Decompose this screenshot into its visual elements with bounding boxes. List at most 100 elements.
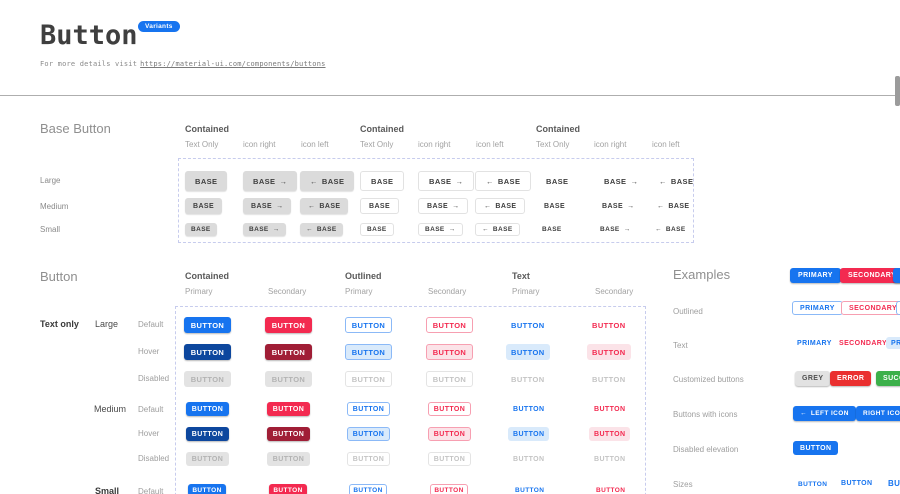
example-size-large-button[interactable]: BUTTON [888,478,900,488]
contained-secondary-button-disabled: BUTTON [265,371,312,387]
base-button[interactable]: BASE → [243,223,286,236]
column-subheader: icon right [594,140,627,149]
example-grey-button[interactable]: GREY [795,371,831,386]
contained-secondary-button-hover[interactable]: BUTTON [267,427,310,441]
material-ui-link[interactable]: https://material-ui.com/components/butto… [140,60,326,68]
example-text-primary-button[interactable]: PRIMARY [797,339,832,347]
example-left-icon-button[interactable]: ← LEFT ICON [793,406,856,421]
example-outlined-secondary-button[interactable]: SECONDARY [841,301,900,315]
text-secondary-button-hover[interactable]: BUTTON [587,344,631,360]
base-button[interactable]: BASE [542,226,562,233]
base-button[interactable]: BASE [185,171,228,191]
arrow-right-icon: → [452,202,460,210]
example-right-icon-button[interactable]: RIGHT ICON→ [856,406,900,421]
base-button[interactable]: BASE → [600,226,631,233]
text-primary-button[interactable]: BUTTON [511,320,545,330]
contained-primary-button[interactable]: BUTTON [188,484,226,494]
text-primary-button[interactable]: BUTTON [515,486,545,494]
example-disable-elevation-button[interactable]: BUTTON [793,441,839,455]
example-text-secondary-button[interactable]: SECONDARY [839,339,888,347]
base-button[interactable]: BASE → [243,198,292,214]
subtitle-text: For more details visit [40,60,138,68]
base-button[interactable]: BASE [185,223,217,236]
contained-primary-button-hover[interactable]: BUTTON [184,344,231,360]
example-secondary-button[interactable]: SECONDARY [840,268,900,283]
example-error-button[interactable]: ERROR [830,371,872,386]
outlined-secondary-button[interactable]: BUTTON [426,317,473,333]
text-primary-button-hover[interactable]: BUTTON [508,427,550,441]
base-button[interactable]: ← BASE [475,198,526,214]
text-secondary-button[interactable]: BUTTON [596,486,626,494]
base-button[interactable]: BASE → [418,223,463,236]
state-label: Default [138,487,164,494]
arrow-left-icon: ← [655,226,662,233]
contained-secondary-button[interactable]: BUTTON [269,484,307,494]
column-subheader: Text Only [360,140,394,149]
state-label: Default [138,405,164,414]
base-button[interactable]: ← BASE [657,202,690,210]
contained-secondary-button-hover[interactable]: BUTTON [265,344,312,360]
base-button[interactable]: ← BASE [475,171,532,191]
example-row-label: Outlined [673,307,703,316]
arrow-left-icon: ← [659,176,667,186]
base-button[interactable]: BASE → [604,176,639,186]
base-button[interactable]: BASE [185,198,223,214]
example-size-medium-button[interactable]: BUTTON [841,480,873,487]
contained-primary-button-hover[interactable]: BUTTON [186,427,229,441]
example-size-small-button[interactable]: BUTTON [798,480,828,488]
arrow-right-icon: → [279,176,288,186]
arrow-right-icon: → [276,202,284,210]
base-button[interactable]: ← BASE [300,171,355,191]
base-button[interactable]: ← BASE [475,223,520,236]
outlined-primary-button[interactable]: BUTTON [347,402,390,416]
example-outlined-primary-button[interactable]: PRIMARY [896,301,900,315]
outlined-secondary-button-hover[interactable]: BUTTON [428,427,471,441]
contained-primary-button[interactable]: BUTTON [184,317,231,333]
outlined-secondary-button[interactable]: BUTTON [428,402,471,416]
column-subheader: Secondary [268,287,307,296]
outlined-primary-button[interactable]: BUTTON [349,484,387,494]
example-outlined-primary-button[interactable]: PRIMARY [792,301,843,315]
text-primary-button[interactable]: BUTTON [513,405,545,413]
base-section-title: Base Button [40,121,111,136]
text-secondary-button-disabled: BUTTON [594,455,626,463]
base-button[interactable]: ← BASE [659,176,694,186]
base-button[interactable]: BASE [360,223,394,236]
scrollbar-thumb[interactable] [895,76,900,106]
contained-secondary-button[interactable]: BUTTON [265,317,312,333]
base-button[interactable]: BASE [360,198,400,214]
text-secondary-button[interactable]: BUTTON [592,320,626,330]
example-primary-button[interactable]: PRIMARY [893,268,900,283]
example-success-button[interactable]: SUCCESS [876,371,900,386]
example-text-primary-button-hover[interactable]: PRIMARY [886,337,900,349]
base-button[interactable]: BASE [544,202,566,210]
base-button[interactable]: ← BASE [655,226,686,233]
base-button[interactable]: ← BASE [300,198,349,214]
text-secondary-button[interactable]: BUTTON [594,405,626,413]
size-label-large: Large [95,319,119,329]
arrow-left-icon: ← [657,202,665,210]
outlined-primary-button-hover[interactable]: BUTTON [345,344,392,360]
text-primary-button-hover[interactable]: BUTTON [506,344,550,360]
state-label: Default [138,320,164,329]
base-button[interactable]: BASE → [243,171,298,191]
base-button[interactable]: ← BASE [300,223,343,236]
outlined-primary-button-hover[interactable]: BUTTON [347,427,390,441]
outlined-secondary-button-hover[interactable]: BUTTON [426,344,473,360]
outlined-primary-button[interactable]: BUTTON [345,317,392,333]
arrow-right-icon: → [272,226,280,233]
base-button[interactable]: BASE → [418,171,475,191]
column-subheader: Primary [185,287,213,296]
contained-primary-button[interactable]: BUTTON [186,402,229,416]
contained-secondary-button[interactable]: BUTTON [267,402,310,416]
state-label: Hover [138,429,160,438]
base-button[interactable]: BASE [546,176,569,186]
outlined-secondary-button[interactable]: BUTTON [430,484,468,494]
example-row-label: Sizes [673,480,693,489]
base-button[interactable]: BASE → [418,198,469,214]
state-label: Disabled [138,454,170,463]
text-secondary-button-hover[interactable]: BUTTON [589,427,631,441]
base-button[interactable]: BASE → [602,202,635,210]
example-primary-button[interactable]: PRIMARY [790,268,841,283]
base-button[interactable]: BASE [360,171,405,191]
